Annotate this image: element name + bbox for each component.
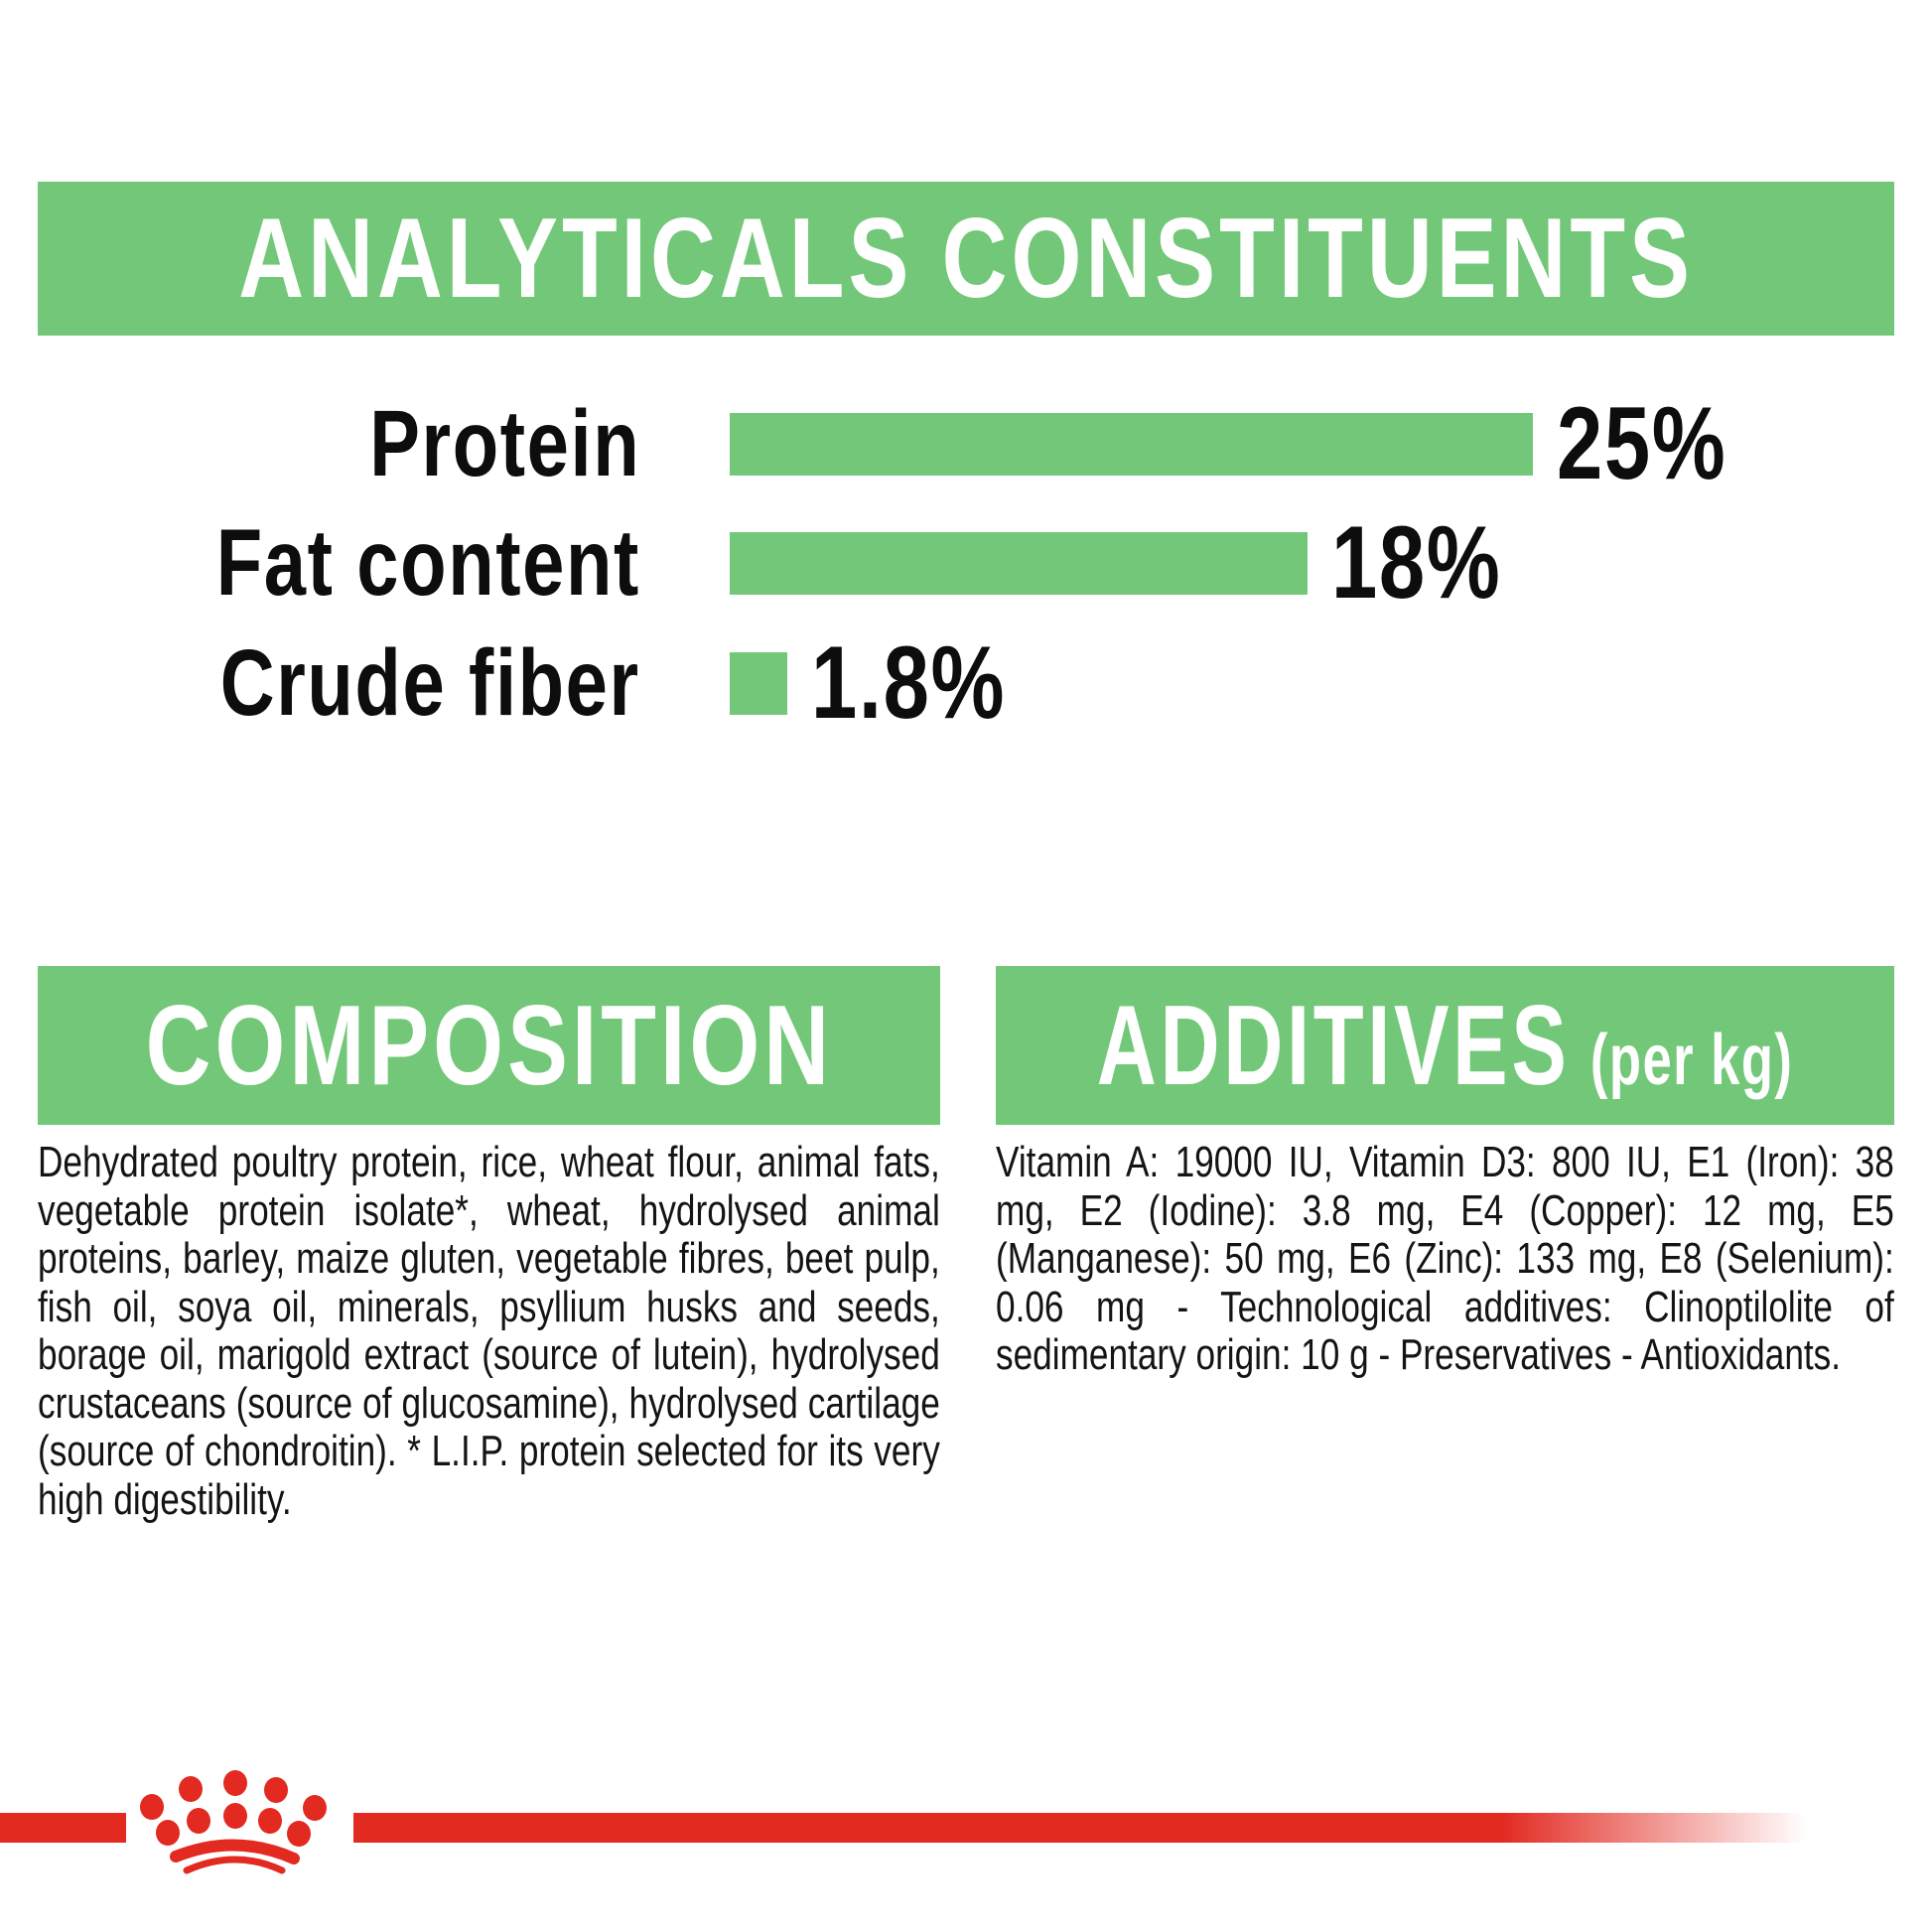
bar-value: 25% bbox=[1557, 385, 1727, 501]
chart-row: Fat content 18% bbox=[38, 502, 1544, 625]
royal-canin-crown-paw-logo-icon bbox=[140, 1770, 327, 1874]
chart-row: Crude fiber 1.8% bbox=[38, 621, 1054, 745]
crown-paw-dots bbox=[140, 1770, 327, 1847]
analyticals-banner: ANALYTICALS CONSTITUENTS bbox=[38, 182, 1894, 336]
additives-title: ADDITIVES (per kg) bbox=[1097, 981, 1794, 1111]
bar bbox=[730, 651, 787, 715]
composition-banner: COMPOSITION bbox=[38, 966, 940, 1125]
bar bbox=[730, 412, 1533, 476]
bar bbox=[730, 532, 1308, 595]
bar-value: 1.8% bbox=[811, 624, 1007, 741]
composition-title: COMPOSITION bbox=[145, 982, 833, 1109]
analyticals-chart: Protein 25% Fat content 18% Crude fiber 1.8% bbox=[0, 0, 1932, 774]
analyticals-title: ANALYTICALS CONSTITUENTS bbox=[238, 196, 1694, 322]
composition-text: Dehydrated poultry protein, rice, wheat … bbox=[38, 1138, 940, 1524]
red-rule-right bbox=[353, 1813, 1806, 1843]
additives-text: Vitamin A: 19000 IU, Vitamin D3: 800 IU,… bbox=[996, 1138, 1894, 1379]
red-rule-left bbox=[0, 1813, 126, 1843]
crown-paw-arcs bbox=[170, 1839, 300, 1874]
bar-value: 18% bbox=[1331, 505, 1502, 621]
bar-label: Crude fiber bbox=[220, 629, 640, 736]
additives-title-main: ADDITIVES bbox=[1096, 982, 1571, 1109]
bar-label: Fat content bbox=[215, 510, 640, 616]
additives-title-suffix: (per kg) bbox=[1589, 1020, 1794, 1100]
chart-row: Protein 25% bbox=[38, 382, 1769, 505]
bar-label: Protein bbox=[368, 390, 640, 496]
additives-banner: ADDITIVES (per kg) bbox=[996, 966, 1894, 1125]
